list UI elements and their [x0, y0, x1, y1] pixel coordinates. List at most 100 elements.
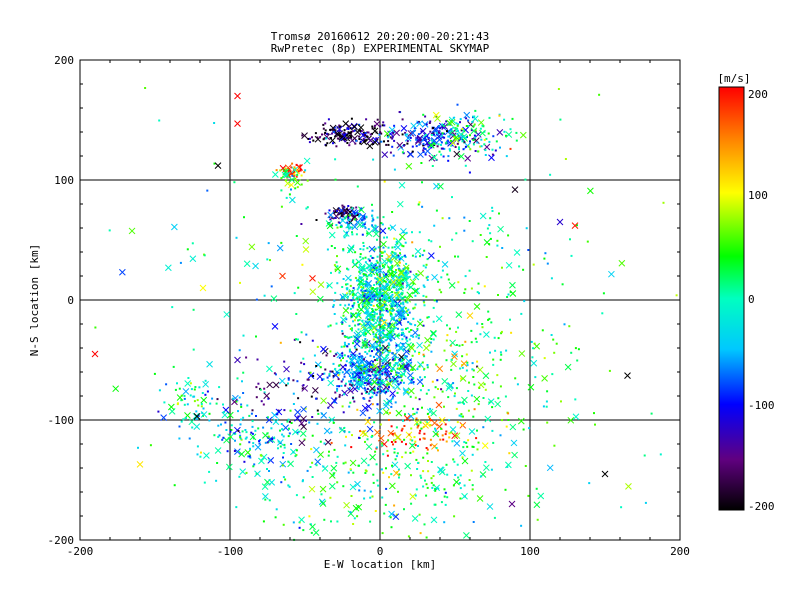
data-point-x-marker [511, 451, 518, 459]
data-point-x-marker [473, 395, 481, 403]
data-point [365, 215, 368, 218]
data-point [387, 143, 390, 146]
data-point [470, 394, 473, 397]
data-point [568, 325, 571, 328]
data-point [509, 291, 512, 294]
data-point [391, 305, 393, 308]
data-point [662, 201, 665, 204]
data-point [391, 293, 394, 296]
data-point [392, 132, 395, 135]
y-tick-label: -100 [48, 414, 75, 427]
data-point-x-marker [276, 244, 284, 252]
data-point [388, 351, 391, 353]
data-point [404, 277, 407, 280]
data-point [402, 231, 405, 234]
data-point [333, 264, 336, 267]
data-point [378, 263, 381, 266]
data-point [476, 448, 479, 451]
data-point [209, 402, 212, 405]
data-point [419, 474, 422, 477]
data-point [368, 300, 371, 303]
data-point [476, 360, 479, 363]
data-point [437, 388, 439, 390]
data-point [499, 385, 502, 388]
data-point [401, 133, 404, 136]
data-point-x-marker [486, 503, 494, 510]
data-point-x-marker [231, 398, 238, 406]
data-point [310, 448, 313, 451]
data-point [357, 286, 360, 289]
data-point [379, 290, 382, 293]
data-point [417, 337, 420, 340]
data-point [244, 429, 247, 431]
data-point [361, 303, 364, 306]
data-point [394, 362, 397, 364]
data-point [417, 445, 419, 447]
data-point [307, 138, 310, 140]
data-point [401, 328, 404, 331]
data-point-x-marker [319, 485, 327, 493]
data-point-x-marker [347, 510, 355, 518]
data-point [411, 369, 414, 371]
data-point [465, 117, 468, 120]
data-point [491, 429, 494, 432]
data-point [522, 428, 525, 431]
data-point [251, 409, 254, 412]
data-point-x-marker [388, 510, 395, 518]
data-point [369, 354, 372, 357]
data-point [414, 324, 417, 327]
data-point [440, 276, 443, 279]
data-point [472, 116, 474, 119]
data-point [380, 222, 383, 225]
data-point [340, 384, 343, 387]
data-point [165, 383, 168, 386]
data-point-x-marker [265, 416, 273, 424]
data-point [298, 526, 301, 529]
data-point [197, 415, 200, 417]
data-point [382, 306, 385, 309]
data-point [366, 135, 369, 138]
data-point [393, 432, 396, 435]
data-point [389, 309, 392, 312]
data-point-x-marker [359, 409, 367, 417]
data-point [283, 360, 286, 363]
data-point-x-marker [272, 381, 280, 389]
data-point [302, 384, 305, 387]
data-point [375, 345, 378, 348]
data-point-x-marker [419, 127, 427, 135]
data-point [363, 334, 365, 337]
data-point [375, 340, 378, 343]
data-point [382, 327, 385, 330]
data-point [351, 231, 353, 234]
data-point [416, 408, 419, 411]
data-point [438, 150, 441, 153]
data-point [364, 367, 367, 370]
data-point [390, 405, 393, 408]
data-point [472, 369, 475, 372]
data-point [458, 137, 461, 140]
data-point [488, 317, 491, 320]
data-point [422, 264, 425, 267]
data-point [352, 523, 355, 525]
data-point [309, 523, 312, 526]
data-point [360, 207, 363, 210]
data-point [494, 149, 497, 152]
data-point [456, 421, 459, 424]
data-point [391, 250, 394, 253]
data-point-x-marker [261, 483, 269, 490]
data-point-x-marker [411, 287, 419, 295]
data-point [471, 484, 474, 487]
data-point-x-marker [430, 329, 437, 337]
data-point [405, 310, 408, 313]
data-point [358, 372, 361, 375]
data-point-x-marker [275, 408, 283, 416]
data-point [352, 378, 355, 381]
data-point [357, 323, 360, 326]
data-point [193, 395, 196, 398]
data-point [322, 378, 325, 381]
data-point [288, 485, 291, 488]
data-point [398, 334, 401, 337]
data-point [350, 364, 353, 367]
data-point [360, 392, 363, 395]
data-point [407, 535, 410, 538]
